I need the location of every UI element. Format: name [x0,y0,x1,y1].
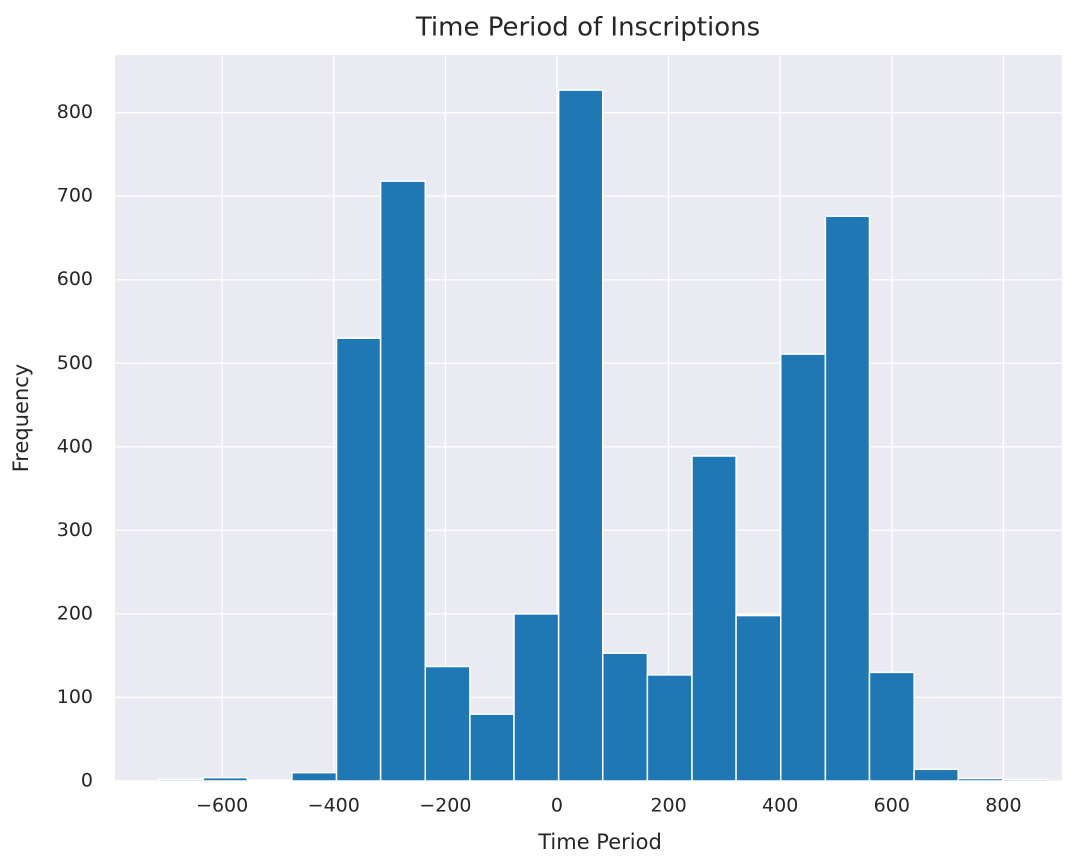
x-tick-label: 0 [551,795,563,817]
bar [824,215,871,782]
bar [513,613,560,782]
x-tick-label: −400 [308,795,360,817]
y-tick-label: 600 [57,268,93,290]
y-tick-label: 0 [81,770,93,792]
bar [779,353,827,782]
bar [1002,778,1049,782]
x-tick-label: 800 [985,795,1021,817]
bar [379,180,427,782]
bar [424,665,471,782]
bar [246,779,293,782]
bar [601,652,649,782]
bar [469,713,515,782]
bar [691,455,737,782]
chart-title: Time Period of Inscriptions [415,13,760,43]
y-tick-label: 300 [57,519,93,541]
y-tick-label: 500 [57,352,93,374]
bar [735,614,782,782]
bar [868,671,915,782]
x-tick-label: −200 [419,795,471,817]
y-tick-label: 400 [57,435,93,457]
x-tick-label: 400 [762,795,798,817]
bar [646,674,693,782]
y-tick-label: 700 [57,185,93,207]
bar [335,337,382,782]
bar [291,771,338,782]
bar [913,768,959,782]
y-axis-label: Frequency [9,364,33,473]
y-tick-label: 100 [57,686,93,708]
x-tick-label: 600 [874,795,910,817]
x-tick-label: −600 [196,795,248,817]
y-tick-label: 800 [57,101,93,123]
bar [157,778,204,782]
x-axis-label: Time Period [537,830,662,854]
y-tick-label: 200 [57,602,93,624]
bar [957,777,1004,782]
bar [202,776,249,782]
bar [557,89,604,782]
x-tick-label: 200 [650,795,686,817]
